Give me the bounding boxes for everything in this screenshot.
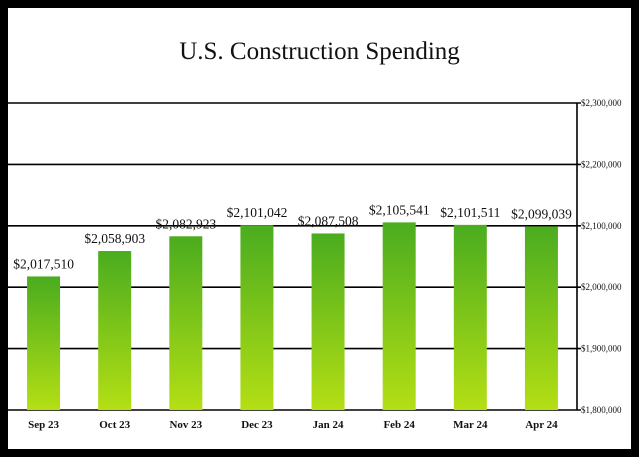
x-tick-label: Mar 24 (453, 419, 488, 431)
bar (382, 222, 416, 410)
bar-value-label: $2,017,510 (13, 256, 74, 271)
bar-value-label: $2,101,511 (440, 205, 500, 220)
chart-plot: $1,800,000 $1,900,000 $2,000,000 $2,100,000… (8, 98, 622, 431)
bar-value-label: $2,087,508 (298, 213, 359, 228)
x-tick-label: Dec 23 (241, 419, 273, 431)
bar (311, 233, 345, 410)
y-tick-label: $2,300,000 (581, 98, 622, 108)
bar-value-label: $2,101,042 (227, 205, 288, 220)
x-tick-label: Nov 23 (169, 419, 202, 431)
bar-value-label: $2,082,923 (155, 216, 216, 231)
y-tick-label: $1,900,000 (581, 344, 622, 354)
x-tick-label: Jan 24 (313, 419, 344, 431)
bar-value-label: $2,105,541 (369, 202, 430, 217)
chart-frame: U.S. Construction Spending $1,800,000 $1,… (8, 8, 631, 449)
x-tick-label: Sep 23 (28, 419, 59, 431)
bar (524, 226, 558, 410)
bar-value-label: $2,058,903 (84, 231, 145, 246)
bar (240, 225, 274, 410)
bar (27, 276, 61, 410)
bar (169, 236, 203, 410)
x-tick-label: Oct 23 (99, 419, 130, 431)
bar (98, 251, 132, 410)
y-tick-label: $1,800,000 (581, 405, 622, 415)
x-tick-label: Apr 24 (525, 419, 558, 431)
y-tick-label: $2,000,000 (581, 282, 622, 292)
bar-value-label: $2,099,039 (511, 206, 572, 221)
x-tick-label: Feb 24 (383, 419, 415, 431)
bar (453, 224, 487, 410)
y-tick-label: $2,100,000 (581, 221, 622, 231)
chart-title: U.S. Construction Spending (179, 38, 460, 65)
y-tick-label: $2,200,000 (581, 159, 622, 169)
